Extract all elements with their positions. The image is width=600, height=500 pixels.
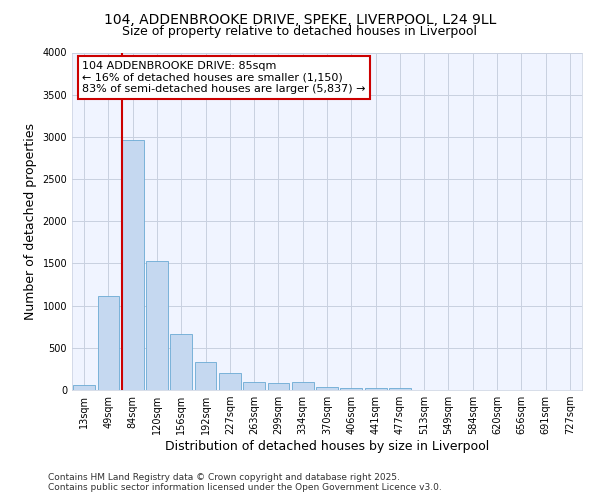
Text: 104, ADDENBROOKE DRIVE, SPEKE, LIVERPOOL, L24 9LL: 104, ADDENBROOKE DRIVE, SPEKE, LIVERPOOL… xyxy=(104,12,496,26)
Text: Size of property relative to detached houses in Liverpool: Size of property relative to detached ho… xyxy=(122,25,478,38)
Bar xyxy=(389,388,411,390)
Bar xyxy=(194,362,217,390)
Bar xyxy=(146,261,168,390)
Bar xyxy=(219,373,241,390)
Bar xyxy=(292,382,314,390)
Bar xyxy=(340,388,362,390)
Text: Contains HM Land Registry data © Crown copyright and database right 2025.
Contai: Contains HM Land Registry data © Crown c… xyxy=(48,473,442,492)
Bar xyxy=(268,383,289,390)
Bar xyxy=(243,382,265,390)
Bar xyxy=(97,296,119,390)
Bar xyxy=(365,388,386,390)
Text: 104 ADDENBROOKE DRIVE: 85sqm
← 16% of detached houses are smaller (1,150)
83% of: 104 ADDENBROOKE DRIVE: 85sqm ← 16% of de… xyxy=(82,61,366,94)
Bar xyxy=(122,140,143,390)
X-axis label: Distribution of detached houses by size in Liverpool: Distribution of detached houses by size … xyxy=(165,440,489,453)
Bar xyxy=(316,388,338,390)
Y-axis label: Number of detached properties: Number of detached properties xyxy=(24,122,37,320)
Bar xyxy=(73,386,95,390)
Bar xyxy=(170,334,192,390)
